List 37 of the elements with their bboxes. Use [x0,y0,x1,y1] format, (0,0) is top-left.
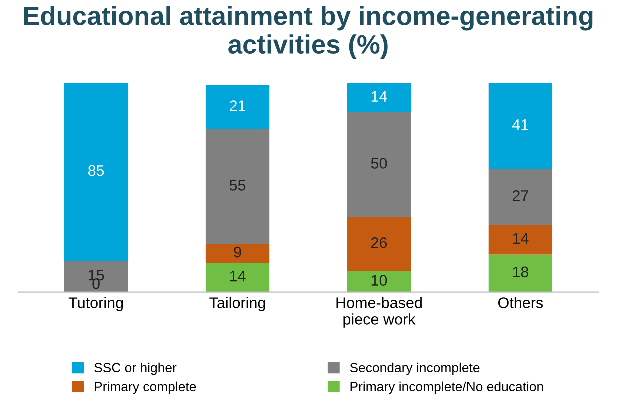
data-label: 55 [230,180,246,191]
data-label: 85 [88,165,104,176]
bar [206,129,270,244]
bar [64,83,128,261]
x-tick-label: Home-based piece work [336,297,422,328]
bar [206,263,270,292]
data-label: 27 [512,190,528,202]
data-label: 14 [513,234,529,244]
bar [347,83,412,113]
legend-label: Secondary incomplete [350,362,480,376]
data-label: 26 [372,238,388,248]
chart-title: Educational attainment by income-generating activities (%) [24,6,593,60]
data-label: 15 [88,270,104,281]
bar [206,244,270,264]
x-tick-label: Tutoring [68,297,124,312]
bar [347,112,412,218]
bar [64,260,128,292]
legend-label: Primary incomplete/No education [350,382,544,394]
bar [347,217,412,272]
data-label: 41 [512,120,528,130]
legend-label: Primary complete [95,382,196,394]
data-label: 21 [230,100,246,112]
data-label: 14 [372,91,388,102]
bar [488,168,553,226]
data-label: 9 [234,246,242,258]
data-label: 14 [230,271,246,282]
data-label: 18 [513,266,529,278]
bar [488,254,553,292]
x-tick-label: Tailoring [210,297,266,312]
data-label: 10 [372,275,388,286]
bar [488,83,553,169]
bar [488,225,553,255]
x-tick-label: Others [498,297,544,308]
bar [347,271,412,292]
data-label: 50 [371,158,388,169]
bar [206,85,270,130]
legend-label: SSC or higher [94,362,177,376]
